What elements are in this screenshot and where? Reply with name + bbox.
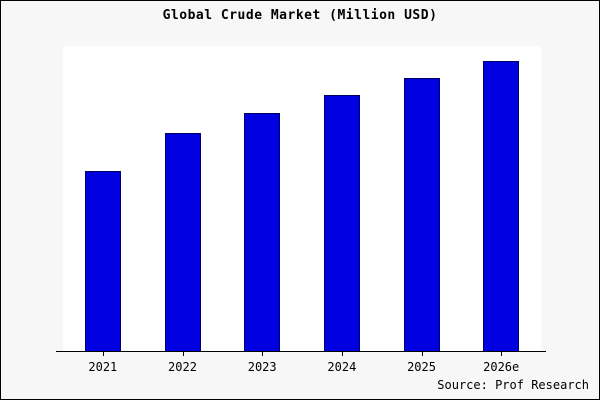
bar-2025 — [403, 77, 440, 351]
chart-title: Global Crude Market (Million USD) — [162, 8, 438, 23]
x-tick-label-text: 2023 — [247, 360, 277, 374]
bar-2021 — [84, 170, 121, 351]
tick-mark — [501, 352, 503, 356]
bars-container — [63, 46, 541, 351]
x-tick-label: 2023 — [222, 352, 302, 374]
bar-cell — [382, 46, 462, 351]
plot-area — [63, 46, 541, 351]
x-tick-label: 2024 — [302, 352, 382, 374]
x-tick-label: 2025 — [382, 352, 462, 374]
bar-cell — [461, 46, 541, 351]
bar-cell — [222, 46, 302, 351]
bar-2024 — [323, 95, 360, 351]
x-tick-label-text: 2025 — [407, 360, 436, 374]
tick-mark — [182, 352, 184, 356]
x-axis-line — [56, 351, 546, 352]
x-tick-label-text: 2022 — [168, 360, 197, 374]
x-tick-label-text: 2024 — [327, 360, 357, 374]
x-tick-label-text: 2026e — [483, 360, 520, 374]
x-axis-labels: 2021 2022 2023 2024 2025 2026e — [63, 352, 541, 374]
x-tick-label: 2022 — [143, 352, 223, 374]
x-tick-label: 2026e — [461, 352, 541, 374]
tick-mark — [421, 352, 423, 356]
bar-2022 — [164, 133, 201, 351]
tick-mark — [262, 352, 264, 356]
bar-2023 — [244, 112, 281, 351]
bar-2026e — [483, 60, 520, 351]
tick-mark — [341, 352, 343, 356]
bar-cell — [63, 46, 143, 351]
x-tick-label: 2021 — [63, 352, 143, 374]
x-tick-label-text: 2021 — [88, 360, 118, 374]
bar-cell — [302, 46, 382, 351]
source-text: Source: Prof Research — [437, 378, 589, 392]
bar-cell — [143, 46, 223, 351]
tick-mark — [102, 352, 104, 356]
